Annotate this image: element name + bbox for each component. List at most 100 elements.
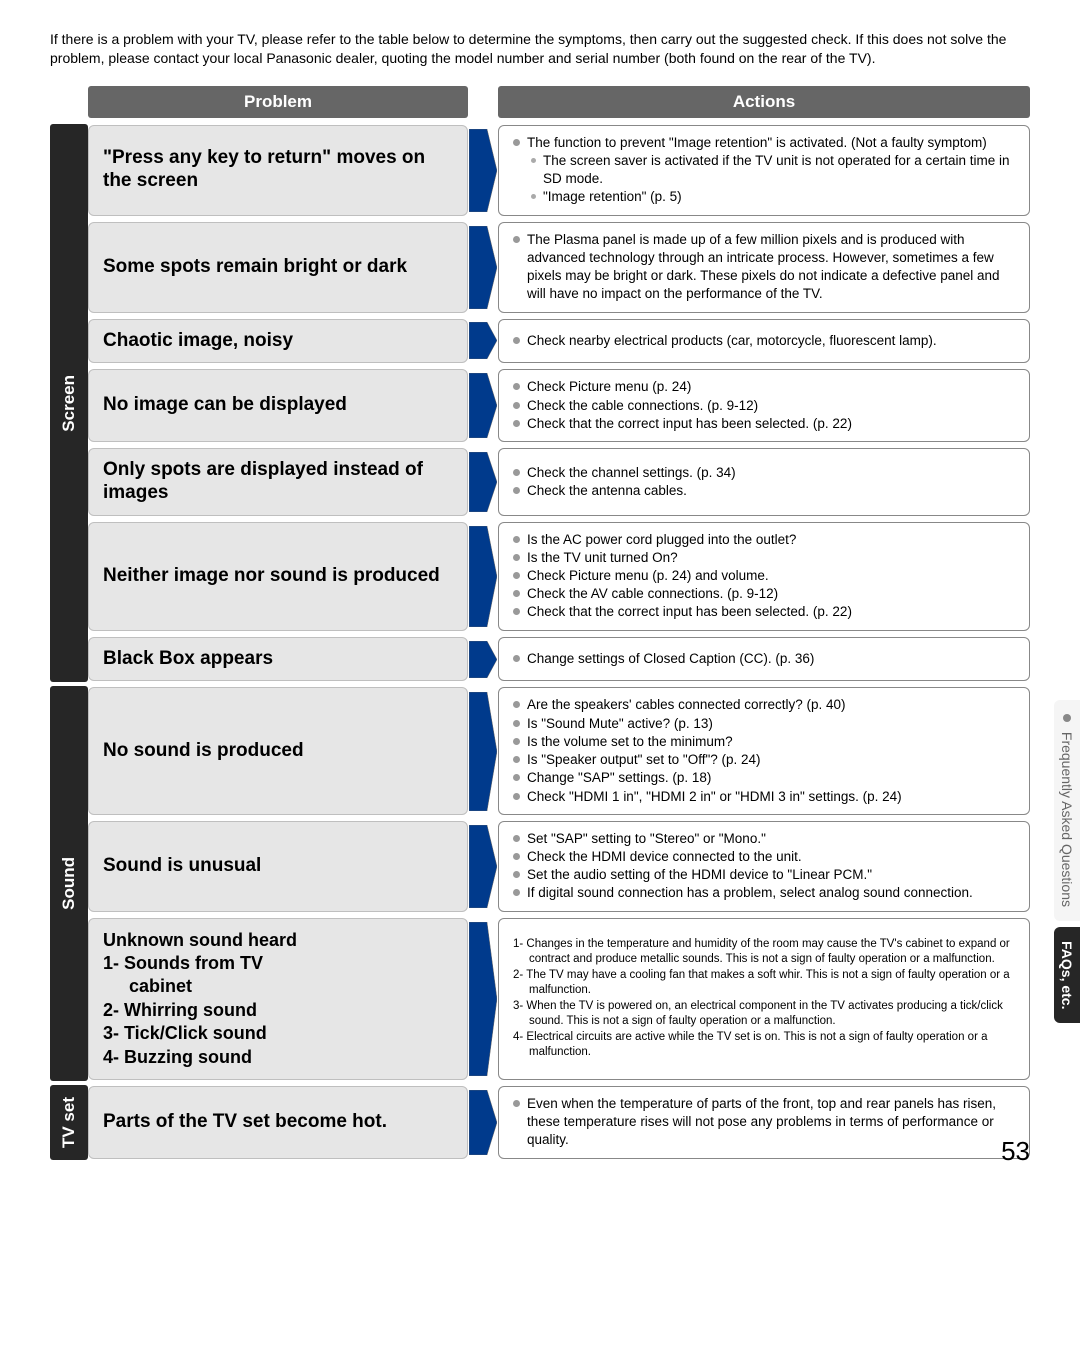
action-text: Change settings of Closed Caption (CC). … — [527, 650, 814, 668]
action-line: Even when the temperature of parts of th… — [513, 1095, 1015, 1150]
arrow-icon — [468, 222, 498, 313]
action-text: Is "Speaker output" set to "Off"? (p. 24… — [527, 751, 761, 769]
problem-cell: Only spots are displayed instead of imag… — [88, 448, 468, 516]
rows: "Press any key to return" moves on the s… — [88, 122, 1030, 685]
section-label: TV set — [50, 1085, 88, 1160]
table-row: No image can be displayed Check Picture m… — [88, 369, 1030, 442]
arrow-icon — [468, 687, 498, 814]
action-text: Check the antenna cables. — [527, 482, 687, 500]
action-line: Check "HDMI 1 in", "HDMI 2 in" or "HDMI … — [513, 788, 1015, 806]
bullet-icon — [513, 889, 520, 896]
action-cell: Set "SAP" setting to "Stereo" or "Mono."… — [498, 821, 1030, 912]
bullet-icon — [513, 572, 520, 579]
bullet-icon — [513, 738, 520, 745]
arrow-icon — [468, 448, 498, 516]
arrow-icon — [468, 125, 498, 216]
bullet-icon — [513, 1100, 520, 1107]
action-line: The screen saver is activated if the TV … — [513, 152, 1015, 188]
table-row: Only spots are displayed instead of imag… — [88, 448, 1030, 516]
problem-cell: "Press any key to return" moves on the s… — [88, 125, 468, 216]
action-line: 3- When the TV is powered on, an electri… — [513, 999, 1015, 1030]
action-text: Check the cable connections. (p. 9-12) — [527, 397, 758, 415]
bullet-icon — [513, 608, 520, 615]
bullet-icon — [531, 158, 536, 163]
action-text: Is the AC power cord plugged into the ou… — [527, 531, 796, 549]
bullet-icon — [1063, 714, 1071, 722]
action-line: Check Picture menu (p. 24) — [513, 378, 1015, 396]
action-text: The screen saver is activated if the TV … — [543, 152, 1015, 188]
action-line: Is the AC power cord plugged into the ou… — [513, 531, 1015, 549]
arrow-icon — [468, 522, 498, 631]
gap — [468, 86, 498, 118]
action-line: 2- The TV may have a cooling fan that ma… — [513, 968, 1015, 999]
action-line: Check Picture menu (p. 24) and volume. — [513, 567, 1015, 585]
section-label: Screen — [50, 124, 88, 683]
action-line: Check the HDMI device connected to the u… — [513, 848, 1015, 866]
problem-cell: Chaotic image, noisy — [88, 319, 468, 364]
action-line: Check the cable connections. (p. 9-12) — [513, 397, 1015, 415]
table-row: Sound is unusualSet "SAP" setting to "St… — [88, 821, 1030, 912]
bullet-icon — [513, 590, 520, 597]
arrow-icon — [468, 319, 498, 364]
action-text: Check that the correct input has been se… — [527, 415, 852, 433]
action-line: Set the audio setting of the HDMI device… — [513, 866, 1015, 884]
action-line: Is the TV unit turned On? — [513, 549, 1015, 567]
action-line: "Image retention" (p. 5) — [513, 188, 1015, 206]
arrow-icon — [468, 637, 498, 682]
action-text: Is the volume set to the minimum? — [527, 733, 733, 751]
bullet-icon — [513, 756, 520, 763]
table-row: "Press any key to return" moves on the s… — [88, 125, 1030, 216]
action-text: Check nearby electrical products (car, m… — [527, 332, 937, 350]
bullet-icon — [513, 139, 520, 146]
action-line: Is "Speaker output" set to "Off"? (p. 24… — [513, 751, 1015, 769]
action-line: Change settings of Closed Caption (CC). … — [513, 650, 1015, 668]
tab-faq-label: Frequently Asked Questions — [1059, 732, 1075, 907]
tab-faq: Frequently Asked Questions — [1054, 700, 1080, 921]
action-text: Are the speakers' cables connected corre… — [527, 696, 846, 714]
action-line: Is "Sound Mute" active? (p. 13) — [513, 715, 1015, 733]
table-row: Unknown sound heard1- Sounds from TVcabi… — [88, 918, 1030, 1080]
header-actions: Actions — [498, 86, 1030, 118]
action-line: The function to prevent "Image retention… — [513, 134, 1015, 152]
problem-cell: No image can be displayed — [88, 369, 468, 442]
section: TV setParts of the TV set become hot. Eve… — [50, 1083, 1030, 1162]
bullet-icon — [513, 469, 520, 476]
action-line: Check that the correct input has been se… — [513, 603, 1015, 621]
tab-faqs-etc: FAQs, etc. — [1054, 927, 1080, 1023]
bullet-icon — [513, 402, 520, 409]
action-cell: Check nearby electrical products (car, m… — [498, 319, 1030, 364]
action-text: Check "HDMI 1 in", "HDMI 2 in" or "HDMI … — [527, 788, 902, 806]
action-line: Check that the correct input has been se… — [513, 415, 1015, 433]
troubleshooting-table: Problem Actions Screen"Press any key to … — [50, 86, 1030, 1162]
action-line: Is the volume set to the minimum? — [513, 733, 1015, 751]
bullet-icon — [513, 536, 520, 543]
action-cell: Even when the temperature of parts of th… — [498, 1086, 1030, 1159]
table-row: No sound is producedAre the speakers' ca… — [88, 687, 1030, 814]
action-line: 1- Changes in the temperature and humidi… — [513, 937, 1015, 968]
arrow-icon — [468, 918, 498, 1080]
action-text: The function to prevent "Image retention… — [527, 134, 987, 152]
action-line: Check the channel settings. (p. 34) — [513, 464, 1015, 482]
header-problem: Problem — [88, 86, 468, 118]
action-text: Set the audio setting of the HDMI device… — [527, 866, 872, 884]
bullet-icon — [513, 420, 520, 427]
table-row: Some spots remain bright or darkThe Plas… — [88, 222, 1030, 313]
header-row: Problem Actions — [50, 86, 1030, 118]
action-text: Even when the temperature of parts of th… — [527, 1095, 1015, 1150]
action-line: Check the antenna cables. — [513, 482, 1015, 500]
action-line: 4- Electrical circuits are active while … — [513, 1030, 1015, 1061]
action-text: "Image retention" (p. 5) — [543, 188, 682, 206]
bullet-icon — [513, 835, 520, 842]
action-cell: Check the channel settings. (p. 34)Check… — [498, 448, 1030, 516]
bullet-icon — [513, 236, 520, 243]
bullet-icon — [513, 793, 520, 800]
table-row: Neither image nor sound is produced Is th… — [88, 522, 1030, 631]
rows: No sound is producedAre the speakers' ca… — [88, 684, 1030, 1083]
bullet-icon — [531, 194, 536, 199]
action-text: Check the channel settings. (p. 34) — [527, 464, 736, 482]
problem-cell: Neither image nor sound is produced — [88, 522, 468, 631]
section-label: Sound — [50, 686, 88, 1081]
problem-cell: Parts of the TV set become hot. — [88, 1086, 468, 1159]
action-cell: Change settings of Closed Caption (CC). … — [498, 637, 1030, 682]
action-line: Check nearby electrical products (car, m… — [513, 332, 1015, 350]
